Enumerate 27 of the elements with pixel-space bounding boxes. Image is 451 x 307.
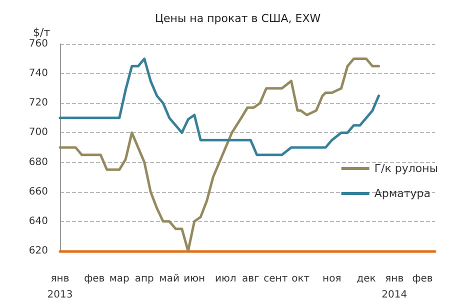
x-tick-label: ноя [322, 274, 342, 284]
x-tick-label: июн [184, 274, 206, 284]
y-tick-label: 640 [28, 216, 48, 227]
x-tick-label: апр [134, 274, 154, 284]
x-tick-label: дек [356, 274, 376, 284]
y-tick-label: 620 [28, 246, 48, 256]
x-tick-label: фев [412, 274, 433, 284]
x-tick-label: фев [84, 274, 105, 284]
y-tick-label: 760 [28, 38, 48, 50]
x-tick-label: окт [292, 274, 310, 284]
y-tick-label: 700 [28, 127, 48, 138]
x-tick-label: янв 2014 [382, 274, 408, 300]
x-tick-label: июл [214, 274, 236, 284]
x-tick-label: мар [109, 274, 130, 284]
legend-label: Арматура [374, 187, 430, 200]
y-tick-label: 660 [28, 186, 48, 198]
y-axis-title: $/т [33, 26, 51, 39]
legend-label: Г/к рулоны [374, 162, 438, 175]
line-series [58, 58, 380, 156]
x-tick-label: май [159, 274, 180, 284]
x-tick-label: янв 2013 [47, 274, 73, 300]
x-tick-label: сент [264, 274, 288, 284]
chart-title: Цены на прокат в США, EXW [155, 12, 321, 25]
y-tick-label: 720 [28, 98, 48, 109]
x-tick-label: авг [242, 274, 260, 284]
y-tick-label: 680 [28, 156, 48, 168]
y-tick-label: 740 [28, 68, 48, 80]
